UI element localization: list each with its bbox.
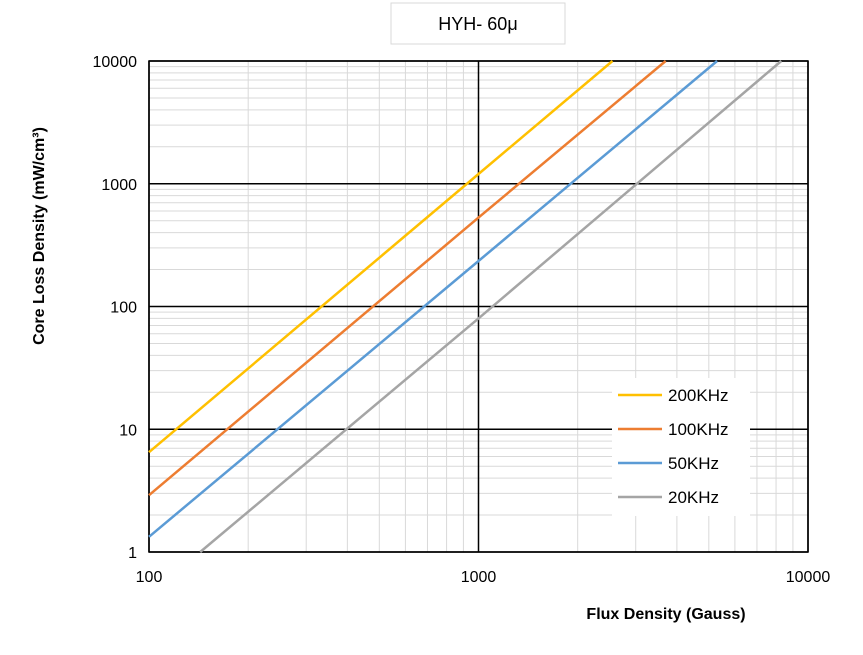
x-axis-title: Flux Density (Gauss) (586, 606, 745, 623)
x-tick-label: 100 (136, 569, 163, 586)
legend-label-20KHz: 20KHz (668, 488, 719, 507)
series-line-50KHz (148, 60, 718, 538)
legend-label-200KHz: 200KHz (668, 386, 728, 405)
plot-area-border (148, 60, 809, 553)
legend: 200KHz 100KHz 50KHz 20KHz (612, 378, 750, 516)
series-line-20KHz (199, 60, 783, 553)
series-lines (148, 60, 783, 553)
title-box (390, 2, 566, 45)
x-axis-tick-labels: 100 1000 10000 (136, 569, 831, 586)
y-tick-label: 1000 (101, 177, 137, 194)
x-tick-label: 10000 (786, 569, 831, 586)
legend-box (612, 378, 750, 516)
y-axis-tick-labels: 1 10 100 1000 10000 (93, 54, 138, 562)
series-line-100KHz (148, 60, 667, 497)
chart-title: HYH- 60μ (438, 14, 517, 34)
legend-label-50KHz: 50KHz (668, 454, 719, 473)
legend-label-100KHz: 100KHz (668, 420, 728, 439)
x-tick-label: 1000 (461, 569, 497, 586)
y-tick-label: 100 (110, 300, 137, 317)
series-line-200KHz (148, 60, 614, 454)
y-tick-label: 10000 (93, 54, 138, 71)
y-tick-label: 1 (128, 545, 137, 562)
y-tick-label: 10 (119, 422, 137, 439)
y-axis-title: Core Loss Density (mW/cm³) (31, 127, 48, 345)
